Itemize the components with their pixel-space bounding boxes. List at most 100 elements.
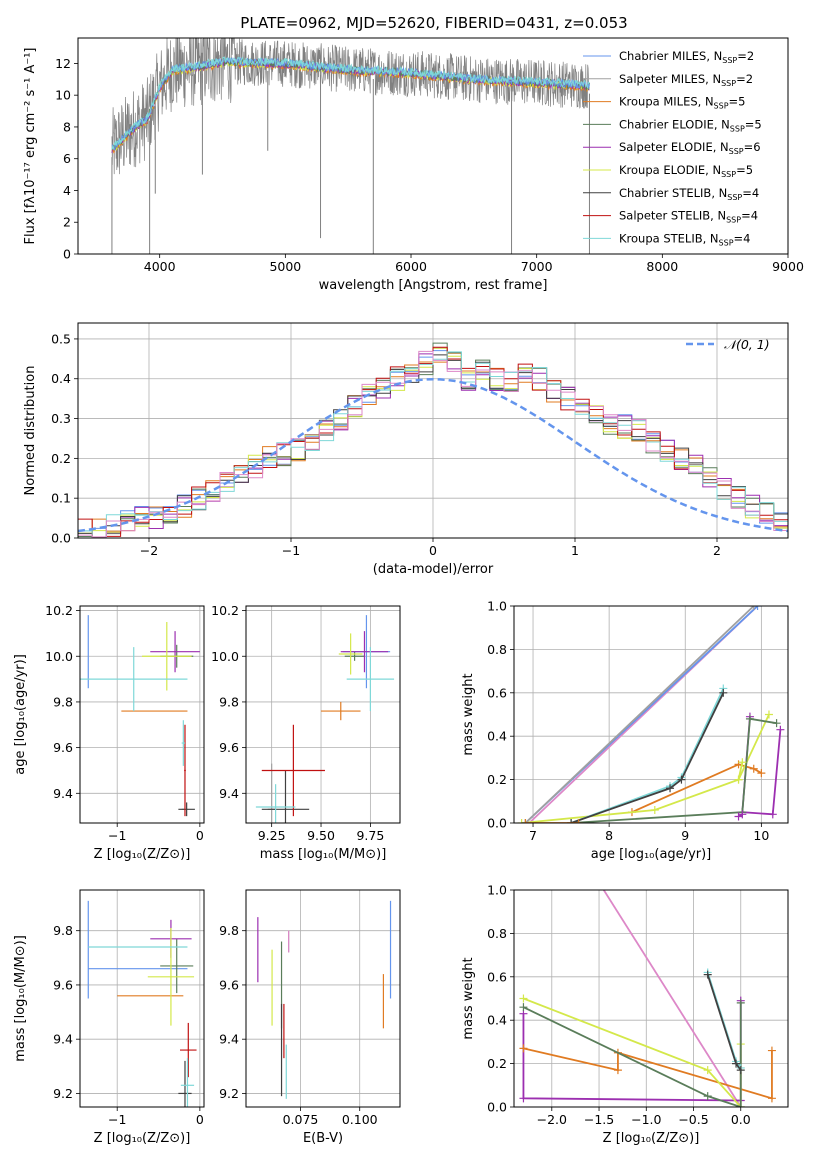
chart-massweight-vs-age: 7 8 9 10 0.0 0.2 0.4 0.6 0.8 1.0 age [log₁₀(age/yr… (461, 599, 789, 862)
y-tick-label: 9.4 (219, 1032, 239, 1047)
plot-area (87, 900, 197, 1107)
x-tick-label: −0.5 (678, 1112, 708, 1127)
weight-marker (519, 1044, 528, 1053)
y-tick-label: 10.2 (211, 603, 239, 618)
legend-label: Kroupa ELODIE, NSSP=5 (619, 163, 753, 179)
weight-marker (767, 1046, 776, 1055)
chart-mass-vs-ebv: 0.075 0.100 9.2 9.4 9.6 9.8 E(B-V) (219, 889, 401, 1146)
legend-label: Kroupa STELIB, NSSP=4 (619, 231, 750, 247)
x-axis-label: mass [log₁₀(M/M⊙)] (260, 847, 387, 862)
weight-marker (519, 1003, 528, 1012)
weight-marker (732, 1059, 741, 1068)
y-tick-label: 10.0 (211, 649, 239, 664)
y-tick-label: 9.6 (53, 977, 73, 992)
plot-frame (77, 37, 789, 255)
legend-value: =2 (736, 72, 753, 86)
x-tick-label: 9.25 (258, 828, 286, 843)
x-tick-label: 9.50 (307, 828, 335, 843)
x-tick-label: −2.0 (537, 1112, 567, 1127)
y-tick-label: 10 (55, 88, 71, 103)
legend-subscript: SSP (721, 170, 736, 179)
y-tick-label: 9.8 (53, 923, 73, 938)
figure-title: PLATE=0962, MJD=52620, FIBERID=0431, z=0… (240, 14, 627, 32)
y-tick-label: 1.0 (487, 599, 507, 614)
weight-marker (738, 758, 747, 767)
plot-area (257, 900, 392, 1099)
x-tick-label: 4000 (144, 259, 176, 274)
plot-area (78, 342, 788, 538)
plot-frame (245, 889, 401, 1108)
y-tick-label: 9.4 (53, 1032, 73, 1047)
plot-area (255, 615, 395, 823)
legend-value: =4 (734, 231, 751, 245)
weight-marker (768, 810, 777, 819)
chart-residuals: −2 −1 0 1 2 0.0 0.1 0.2 0.3 0.4 0.5 (data-model)/er… (23, 322, 789, 577)
legend-value: =5 (736, 163, 753, 177)
weight-marker (749, 764, 758, 773)
x-tick-label: −2 (140, 543, 158, 558)
legend-label: 𝒩(0, 1) (724, 337, 770, 352)
x-tick-label: 9.75 (356, 828, 384, 843)
chart-massweight-vs-z: −2.0 −1.5 −1.0 −0.5 0.0 0.0 0.2 0.4 0.6 0.8 1.0 Z [… (461, 883, 789, 1146)
plot-frame (79, 889, 205, 1108)
weight-marker (745, 714, 754, 723)
weight-marker (666, 784, 675, 793)
y-axis-label: mass [log₁₀(M/M⊙)] (13, 935, 28, 1062)
x-tick-label: −1.0 (631, 1112, 661, 1127)
x-axis-label: Z [log₁₀(Z/Z⊙)] (603, 1131, 700, 1146)
weight-marker (519, 994, 528, 1003)
x-axis-label: Z [log₁₀(Z/Z⊙)] (94, 1131, 191, 1146)
y-tick-label: 0.4 (487, 1013, 507, 1028)
x-axis-label: (data-model)/error (373, 562, 494, 577)
y-axis-label: Normed distribution (23, 366, 38, 496)
weight-marker (517, 819, 526, 823)
y-tick-label: 0.8 (487, 642, 507, 657)
weight-marker (753, 606, 762, 610)
weight-marker (734, 812, 743, 821)
plot-area (519, 890, 776, 1107)
weight-marker (650, 805, 659, 814)
y-tick-label: 9.8 (219, 694, 239, 709)
x-tick-label: 0 (196, 1112, 204, 1127)
y-tick-label: 9.4 (53, 786, 73, 801)
plot-frame (77, 322, 789, 539)
x-tick-label: 9000 (772, 259, 804, 274)
legend-label: Kroupa MILES, NSSP=5 (619, 95, 745, 111)
x-tick-label: 7000 (521, 259, 553, 274)
legend-value: =4 (742, 186, 759, 200)
plot-frame (79, 605, 205, 824)
x-tick-label: 0.0 (731, 1112, 751, 1127)
weight-marker (749, 606, 758, 610)
legend-subscript: SSP (719, 238, 734, 247)
legend-subscript: SSP (727, 193, 742, 202)
y-tick-label: 0 (63, 247, 71, 262)
histogram-step (78, 350, 788, 538)
legend-label: Chabrier MILES, NSSP=2 (619, 49, 754, 65)
weight-marker (574, 819, 583, 823)
legend-label: Salpeter ELODIE, NSSP=6 (619, 140, 761, 156)
legend-value: =5 (729, 95, 746, 109)
weight-marker (736, 998, 745, 1007)
weight-marker (519, 1094, 528, 1103)
weight-marker (772, 719, 781, 728)
weight-line (602, 890, 742, 1107)
y-tick-label: 0.1 (51, 491, 71, 506)
y-axis-label: mass weight (461, 957, 476, 1039)
chart-mass-vs-z: −1 0 9.2 9.4 9.6 9.8 Z [log₁₀(Z/Z⊙)] mass [log₁… (13, 889, 205, 1146)
x-tick-label: 0.075 (283, 1112, 319, 1127)
weight-marker (767, 1094, 776, 1103)
plot-area (517, 606, 785, 823)
y-tick-label: 9.2 (219, 1086, 239, 1101)
y-tick-label: 1.0 (487, 883, 507, 898)
y-tick-label: 9.4 (219, 786, 239, 801)
legend-label: Chabrier STELIB, NSSP=4 (619, 186, 759, 202)
weight-marker (719, 688, 728, 697)
y-tick-label: 0.0 (487, 1100, 507, 1115)
weight-line (571, 717, 777, 823)
y-axis-label: age [log₁₀(age/yr)] (13, 654, 28, 775)
normal-reference-curve (78, 377, 788, 533)
weight-marker (613, 1066, 622, 1075)
weight-marker (738, 810, 747, 819)
spectrum-model-line (111, 56, 590, 152)
y-tick-label: 0.2 (487, 772, 507, 787)
